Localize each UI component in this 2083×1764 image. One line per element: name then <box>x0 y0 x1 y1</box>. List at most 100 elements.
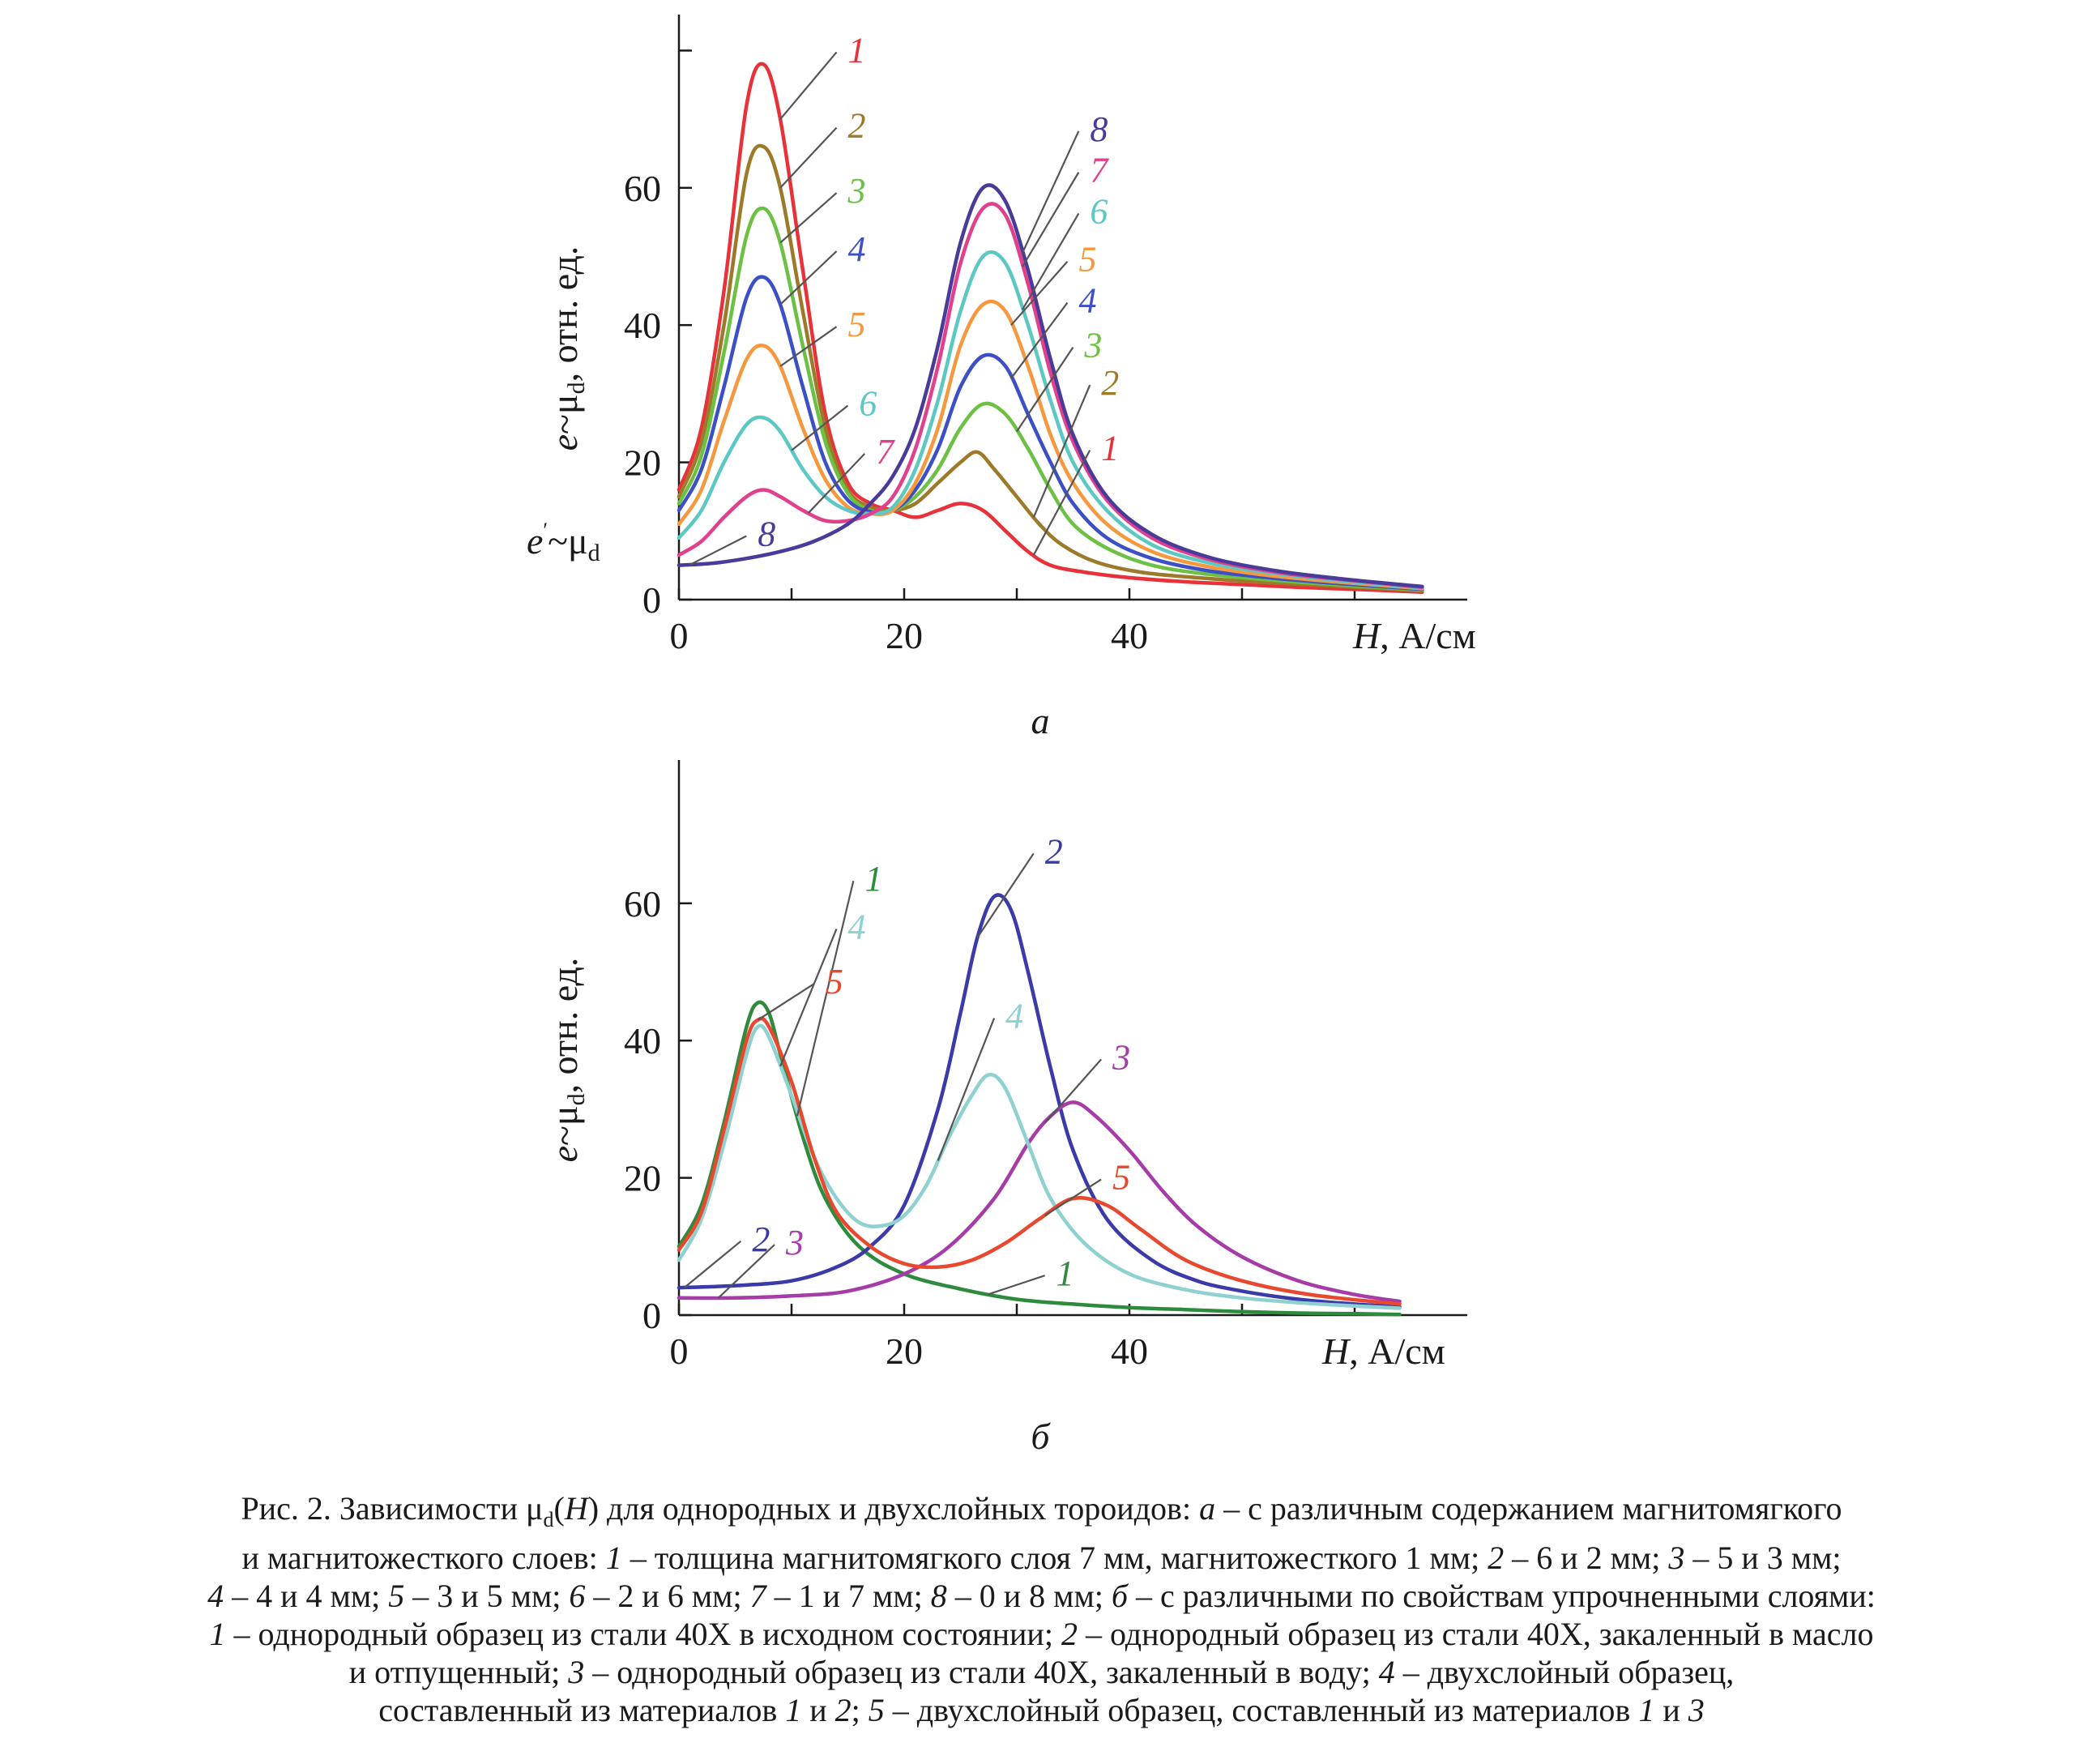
caption-text: 3 <box>568 1654 585 1690</box>
curve-label-3: 3 <box>847 171 866 211</box>
caption-line: и магнитожесткого слоев: 1 – толщина маг… <box>0 1539 2083 1577</box>
leader-line <box>779 250 838 305</box>
y-tick-label: 0 <box>642 579 661 621</box>
caption-text: – однородный образец из стали 40Х в исхо… <box>225 1616 1061 1652</box>
leader-line <box>1044 1058 1102 1124</box>
caption-text: и <box>801 1692 835 1728</box>
caption-line: 4 – 4 и 4 мм; 5 – 3 и 5 мм; 6 – 2 и 6 мм… <box>0 1577 2083 1615</box>
curve-label-3: 3 <box>1112 1037 1130 1077</box>
leader-line <box>689 535 747 566</box>
caption-text: Рис. 2. Зависимости μ <box>241 1490 544 1527</box>
x-axis-label: H, А/см <box>1321 1330 1445 1372</box>
curve-label-6: 6 <box>1090 191 1108 231</box>
curve-1 <box>677 62 1424 594</box>
leader-line <box>1010 301 1069 379</box>
caption-text: – однородный образец из стали 40Х, закал… <box>584 1654 1379 1690</box>
caption-text: – 4 и 4 мм; <box>224 1578 389 1614</box>
caption-text: и отпущенный; <box>348 1654 569 1690</box>
y-tick-label: 0 <box>642 1295 661 1336</box>
y-extra-label: e′~μd <box>527 519 600 566</box>
curve-label-8: 8 <box>758 515 775 554</box>
leader-line <box>1010 261 1069 326</box>
panel-label: а <box>1031 700 1050 741</box>
caption-line: 1 – однородный образец из стали 40Х в ис… <box>0 1615 2083 1653</box>
curve-label-4: 4 <box>1078 281 1096 321</box>
x-axis-label: H, А/см <box>1352 615 1476 656</box>
leader-line <box>1021 130 1080 254</box>
curve-1 <box>677 1000 1402 1317</box>
y-axis-label: e~μd, отн. ед. <box>544 958 590 1163</box>
caption-text: составленный из материалов <box>378 1692 786 1728</box>
curve-5 <box>677 1016 1402 1306</box>
curve-4 <box>677 1023 1402 1310</box>
curve-label-3: 3 <box>785 1223 804 1262</box>
curve-label-5: 5 <box>1112 1158 1130 1198</box>
caption-text: – 0 и 8 мм; <box>946 1578 1112 1614</box>
curve-3 <box>677 1100 1402 1304</box>
caption-line: Рис. 2. Зависимости μd(H) для однородных… <box>0 1489 2083 1539</box>
curve-label-2: 2 <box>1101 363 1119 403</box>
x-tick-label: 40 <box>1111 1330 1148 1372</box>
caption-text: а <box>1199 1490 1216 1527</box>
caption-text: – с различным содержанием магнитомягкого <box>1215 1490 1842 1527</box>
y-tick-label: 40 <box>624 1020 661 1061</box>
leader-line <box>779 192 838 244</box>
caption-text: 5 <box>388 1578 405 1614</box>
caption-text: – однородный образец из стали 40Х, закал… <box>1077 1616 1874 1652</box>
curve-label-1: 1 <box>1101 429 1119 468</box>
y-axis-label: e~μd, отн. ед. <box>544 246 590 451</box>
x-tick-label: 40 <box>1111 615 1148 656</box>
caption-text: – толщина магнитомягкого слоя 7 мм, магн… <box>621 1540 1488 1576</box>
caption-text: 4 <box>207 1578 224 1614</box>
leader-line <box>684 1240 742 1288</box>
curve-label-2: 2 <box>752 1219 770 1259</box>
curve-8 <box>677 183 1424 589</box>
curve-7 <box>677 202 1424 590</box>
leader-line <box>1032 384 1091 518</box>
curve-5 <box>677 299 1424 591</box>
leader-line <box>779 126 838 189</box>
curve-label-1: 1 <box>848 30 866 70</box>
leader-line <box>808 453 866 514</box>
caption-text: – 3 и 5 мм; <box>404 1578 570 1614</box>
y-tick-label: 20 <box>624 1158 661 1199</box>
leader-line <box>937 1018 996 1161</box>
caption-text: и магнитожесткого слоев: <box>241 1540 606 1576</box>
caption-text: – 6 и 2 мм; <box>1504 1540 1669 1576</box>
caption-text: 1 <box>209 1616 226 1652</box>
curve-6 <box>677 250 1424 590</box>
y-tick-label: 60 <box>624 168 661 209</box>
caption-text: 3 <box>1668 1540 1685 1576</box>
leader-line <box>779 326 838 367</box>
leader-line <box>976 852 1035 938</box>
caption-text: 5 <box>868 1692 885 1728</box>
caption-text: 8 <box>930 1578 947 1614</box>
curve-label-4: 4 <box>848 229 866 269</box>
leader-line <box>988 1275 1045 1296</box>
leader-line <box>779 51 838 120</box>
curve-label-4: 4 <box>1005 997 1023 1036</box>
figure-caption: Рис. 2. Зависимости μd(H) для однородных… <box>0 1489 2083 1729</box>
curve-label-4: 4 <box>848 907 866 946</box>
curve-3 <box>677 206 1424 592</box>
curve-label-1: 1 <box>1056 1254 1074 1293</box>
caption-subscript: d <box>543 1508 554 1531</box>
caption-text: и <box>1654 1692 1688 1728</box>
caption-text: – 2 и 6 мм; <box>585 1578 750 1614</box>
caption-text: 7 <box>749 1578 766 1614</box>
caption-text: 6 <box>569 1578 586 1614</box>
leader-line <box>717 1244 775 1299</box>
caption-text: ; <box>851 1692 869 1728</box>
y-tick-label: 40 <box>624 305 661 346</box>
x-tick-label: 20 <box>886 615 923 656</box>
caption-text: 2 <box>1488 1540 1505 1576</box>
curve-4 <box>677 275 1424 592</box>
caption-line: составленный из материалов 1 и 2; 5 – дв… <box>0 1691 2083 1729</box>
curve-label-6: 6 <box>859 384 877 424</box>
leader-line <box>1016 346 1074 433</box>
caption-text: – с различными по свойствам упрочненными… <box>1128 1578 1876 1614</box>
figure-charts: 0 20 40 0 20 40 60 e~μd, отн. ед. H, А/см e′~μd 1 2… <box>527 15 1476 1457</box>
leader-line <box>1022 172 1080 267</box>
caption-text: ) для однородных и двухслойных тороидов: <box>587 1490 1200 1527</box>
curve-label-7: 7 <box>876 432 895 472</box>
